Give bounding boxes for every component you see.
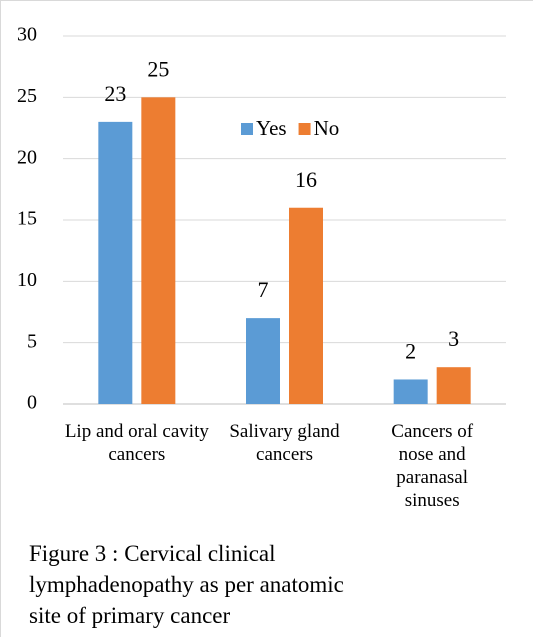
- legend-swatch: [298, 123, 311, 135]
- bar: [436, 367, 471, 404]
- bar: [393, 379, 428, 404]
- y-tick-label: 15: [17, 208, 37, 230]
- y-tick-label: 0: [27, 392, 37, 414]
- y-tick-label: 20: [17, 146, 37, 168]
- bar: [246, 318, 280, 404]
- data-label: 23: [104, 81, 126, 106]
- bar: [141, 97, 176, 404]
- x-tick-label: Cancers of nose and paranasal sinuses: [391, 421, 474, 511]
- data-label: 2: [405, 339, 416, 364]
- data-label: 16: [295, 167, 317, 192]
- legend-label: Yes: [256, 116, 287, 140]
- caption: Figure 3 : Cervical clinical lymphadenop…: [29, 541, 344, 628]
- bar: [289, 207, 323, 404]
- data-label: 7: [258, 277, 269, 302]
- y-tick-label: 25: [17, 85, 37, 107]
- x-tick-label: Lip and oral cavity cancers: [64, 421, 209, 465]
- y-tick-label: 30: [17, 24, 37, 46]
- y-tick-label: 5: [27, 330, 37, 352]
- legend-swatch: [241, 123, 253, 135]
- bar: [98, 121, 133, 404]
- data-label: 3: [448, 326, 459, 351]
- data-label: 25: [147, 56, 169, 81]
- y-tick-label: 10: [17, 269, 37, 291]
- x-tick-label: Salivary gland cancers: [229, 421, 340, 465]
- legend-label: No: [314, 116, 340, 140]
